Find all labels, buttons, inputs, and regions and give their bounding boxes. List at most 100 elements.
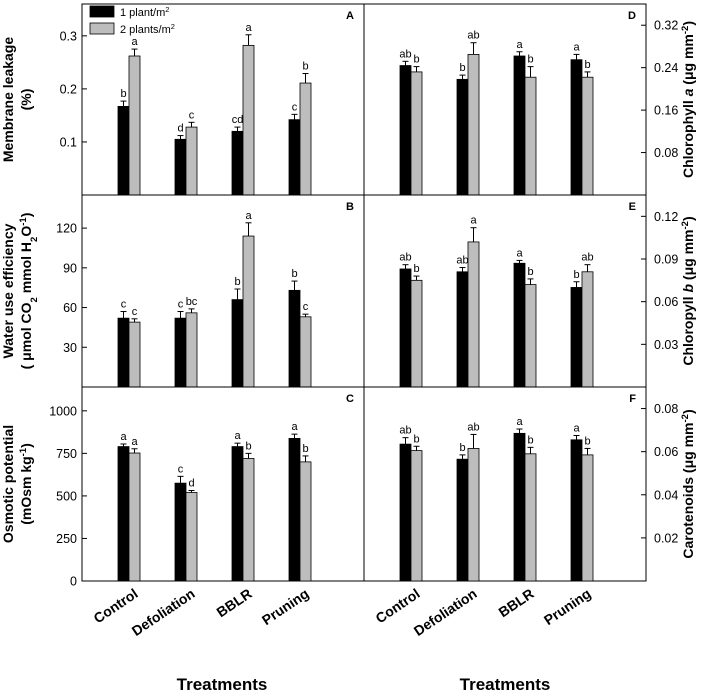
significance-label: ab bbox=[399, 252, 411, 264]
significance-label: b bbox=[459, 442, 465, 454]
bar-B-pruning-s2 bbox=[299, 316, 312, 388]
bar-F-defoliation-s1 bbox=[456, 458, 469, 582]
panel-A: A 0.1 0.2 0.3 Membrane leakage (%) b d cd c a c a b bbox=[0, 3, 365, 196]
legend-label: 1 plant/m2 bbox=[120, 5, 169, 20]
significance-label: b bbox=[302, 443, 308, 455]
significance-label: b bbox=[584, 59, 590, 71]
bar-D-defoliation-s1 bbox=[456, 78, 469, 196]
significance-label: a bbox=[573, 423, 580, 435]
bar-E-defoliation-s2 bbox=[467, 241, 480, 388]
significance-label: a bbox=[516, 39, 523, 51]
x-category-label: Defoliation bbox=[129, 585, 198, 639]
y-axis-label: (%) bbox=[18, 89, 34, 111]
bar-A-pruning-s2 bbox=[299, 82, 312, 196]
bar-D-bblr-s1 bbox=[513, 55, 526, 196]
significance-label: a bbox=[516, 247, 523, 259]
y-tick-label: 0.24 bbox=[654, 61, 678, 75]
y-tick-label: 0.09 bbox=[654, 253, 678, 267]
y-tick-label: 0.16 bbox=[654, 104, 678, 118]
y-tick-label: 0.06 bbox=[654, 445, 678, 459]
significance-label: b bbox=[413, 433, 419, 445]
panel-letter: C bbox=[346, 393, 354, 405]
bar-B-bblr-s1 bbox=[231, 299, 244, 388]
significance-label: ab bbox=[456, 255, 468, 267]
panel-frame bbox=[363, 386, 647, 582]
bar-B-control-s1 bbox=[117, 317, 130, 388]
bar-A-control-s1 bbox=[117, 105, 130, 196]
x-axis-title-left: Treatments bbox=[177, 675, 268, 694]
panel-letter: A bbox=[346, 10, 354, 22]
bar-F-pruning-s2 bbox=[581, 454, 594, 582]
bar-B-control-s2 bbox=[128, 321, 141, 388]
significance-label: a bbox=[245, 210, 252, 222]
y-axis-label: Chlorophyll a (μg mm-2) bbox=[680, 21, 697, 178]
significance-label: b bbox=[234, 276, 240, 288]
significance-label: ab bbox=[399, 425, 411, 437]
bar-C-control-s2 bbox=[128, 452, 141, 582]
legend-swatch bbox=[89, 5, 115, 18]
y-tick-label: 0.32 bbox=[654, 19, 678, 33]
significance-label: c bbox=[121, 299, 127, 311]
bar-D-control-s2 bbox=[410, 71, 423, 196]
chart-legend: 1 plant/m2 2 plants/m2 bbox=[89, 5, 175, 37]
bar-C-defoliation-s1 bbox=[174, 482, 187, 582]
significance-label: c bbox=[189, 109, 195, 121]
y-axis-label: Carotenoids (μg mm-2) bbox=[680, 409, 697, 558]
bar-B-pruning-s1 bbox=[288, 289, 301, 388]
panel-letter: B bbox=[346, 201, 354, 213]
y-tick-label: 0.04 bbox=[654, 488, 678, 502]
y-tick-label: 500 bbox=[56, 489, 77, 503]
significance-label: c bbox=[178, 299, 184, 311]
bar-A-bblr-s1 bbox=[231, 130, 244, 196]
y-axis-label: (mOsm kg-1) bbox=[18, 443, 35, 525]
panel-B: B 30 60 90 120 Water use efficiency( μmol CO2… bbox=[0, 194, 365, 388]
significance-label: d bbox=[188, 477, 194, 489]
bar-A-pruning-s1 bbox=[288, 119, 301, 196]
bar-C-pruning-s2 bbox=[299, 461, 312, 582]
bar-E-bblr-s2 bbox=[524, 284, 537, 388]
significance-label: a bbox=[131, 36, 138, 48]
x-category-label: BBLR bbox=[213, 585, 254, 620]
significance-label: b bbox=[527, 54, 533, 66]
significance-label: c bbox=[292, 101, 298, 113]
legend-label: 2 plants/m2 bbox=[120, 22, 175, 37]
y-tick-label: 0.08 bbox=[654, 146, 678, 160]
significance-label: a bbox=[470, 215, 477, 227]
significance-label: b bbox=[459, 62, 465, 74]
bar-C-bblr-s2 bbox=[242, 458, 255, 582]
significance-label: b bbox=[573, 269, 579, 281]
bar-E-control-s2 bbox=[410, 279, 423, 388]
y-tick-label: 0.1 bbox=[60, 135, 77, 149]
y-tick-label: 0.08 bbox=[654, 402, 678, 416]
y-axis-label: Chloropyll b (μg mm-2) bbox=[680, 216, 697, 365]
significance-label: c bbox=[303, 301, 309, 313]
y-tick-label: 0.02 bbox=[654, 531, 678, 545]
bar-F-control-s2 bbox=[410, 450, 423, 582]
bar-F-bblr-s1 bbox=[513, 432, 526, 582]
bar-A-bblr-s2 bbox=[242, 44, 255, 196]
y-tick-label: 750 bbox=[56, 447, 77, 461]
y-tick-label: 120 bbox=[56, 222, 77, 236]
significance-label: b bbox=[291, 268, 297, 280]
bar-F-pruning-s1 bbox=[570, 439, 583, 582]
significance-label: ab bbox=[467, 421, 479, 433]
significance-label: ab bbox=[467, 30, 479, 42]
y-tick-label: 0.3 bbox=[60, 29, 77, 43]
y-tick-label: 250 bbox=[56, 532, 77, 546]
bar-A-defoliation-s2 bbox=[185, 126, 198, 196]
bar-D-defoliation-s2 bbox=[467, 54, 480, 196]
bar-F-defoliation-s2 bbox=[467, 448, 480, 582]
significance-label: b bbox=[302, 61, 308, 73]
x-category-label: Defoliation bbox=[411, 585, 480, 639]
bar-A-defoliation-s1 bbox=[174, 138, 187, 196]
bar-F-bblr-s2 bbox=[524, 453, 537, 582]
legend-swatch bbox=[89, 22, 115, 35]
x-category-label: BBLR bbox=[495, 585, 536, 620]
bar-C-defoliation-s2 bbox=[185, 492, 198, 582]
y-tick-label: 0.06 bbox=[654, 295, 678, 309]
bar-B-bblr-s2 bbox=[242, 235, 255, 388]
significance-label: a bbox=[120, 431, 127, 443]
